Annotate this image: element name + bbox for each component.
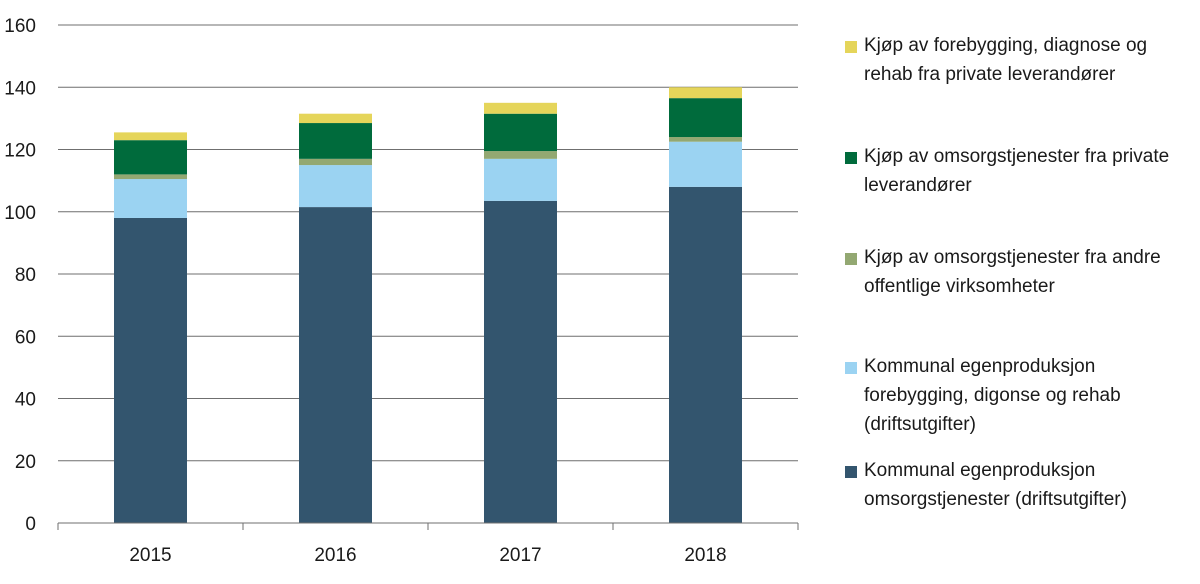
- bar-segment: [114, 174, 187, 180]
- bar-segment: [114, 217, 187, 523]
- bars: [114, 87, 742, 524]
- bar-segment: [669, 98, 742, 138]
- bar-segment: [484, 151, 557, 159]
- stacked-bar-chart: 0 20 40 60 80 100 120 140 160 2015 2016 2017 2018: [4, 16, 799, 566]
- y-tick-label: 80: [15, 265, 36, 286]
- legend-swatch: [845, 152, 857, 164]
- y-tick-label: 40: [15, 390, 36, 411]
- y-tick-labels: 0 20 40 60 80 100 120 140 160: [4, 16, 36, 535]
- legend-label: Kommunal egenproduksjon omsorgstjenester…: [864, 460, 1127, 510]
- legend-swatch: [845, 362, 857, 374]
- bar-segment: [669, 137, 742, 142]
- y-tick-label: 160: [4, 16, 36, 37]
- bar-segment: [484, 102, 557, 114]
- x-tick-label: 2017: [499, 545, 541, 566]
- x-tick-label: 2016: [314, 545, 356, 566]
- bar-segment: [669, 186, 742, 523]
- y-tick-label: 0: [25, 514, 36, 535]
- bar-segment: [114, 179, 187, 218]
- bar-segment: [669, 87, 742, 99]
- bar-segment: [114, 132, 187, 141]
- y-tick-label: 60: [15, 327, 36, 348]
- x-tick-label: 2015: [129, 545, 171, 566]
- legend-swatch: [845, 41, 857, 53]
- bar-segment: [299, 207, 372, 524]
- bar-segment: [114, 140, 187, 175]
- bar-segment: [484, 158, 557, 201]
- y-tick-label: 100: [4, 203, 36, 224]
- bar-segment: [299, 123, 372, 159]
- y-tick-label: 20: [15, 452, 36, 473]
- axes: [57, 522, 799, 530]
- legend-label: Kjøp av omsorgstjenester fra andre offen…: [864, 247, 1161, 297]
- bar-segment: [299, 165, 372, 208]
- x-tick-label: 2018: [684, 545, 726, 566]
- y-tick-label: 140: [4, 78, 36, 99]
- legend-swatch: [845, 466, 857, 478]
- legend-label: Kjøp av omsorgstjenester fra private lev…: [864, 146, 1170, 196]
- x-tick-labels: 2015 2016 2017 2018: [129, 545, 726, 566]
- bar-segment: [669, 141, 742, 187]
- bar-segment: [299, 113, 372, 124]
- bar-segment: [484, 113, 557, 152]
- legend-label: Kommunal egenproduksjon forebygging, dig…: [864, 356, 1121, 435]
- bar-segment: [484, 200, 557, 523]
- bar-segment: [299, 158, 372, 166]
- legend-swatch: [845, 253, 857, 265]
- legend-label: Kjøp av forebygging, diagnose og rehab f…: [864, 35, 1148, 85]
- y-tick-label: 120: [4, 141, 36, 162]
